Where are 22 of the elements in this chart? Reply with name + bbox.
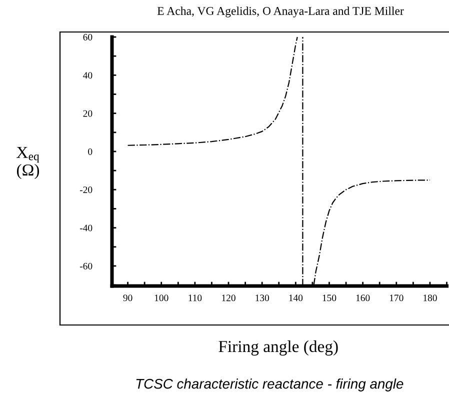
x-tick-label: 100 (154, 294, 168, 302)
x-tick-label: 140 (289, 294, 303, 302)
y-tick-label: 0 (88, 148, 92, 155)
y-tick-label: 40 (83, 72, 92, 79)
text: TCSC characteristic reactance - firing angle (136, 378, 404, 392)
x-tick-label: 160 (356, 294, 370, 302)
y-tick-label: -60 (80, 262, 92, 270)
x-axis-title: Firing angle (deg) (218, 340, 338, 356)
y-axis-title: X$_{eq}$ (Ω) (16, 146, 40, 180)
x-tick-label: 150 (322, 294, 336, 302)
x-tick-label: 170 (390, 294, 404, 302)
chart-title: E Acha, VG Agelidis, O Anaya-Lara and TJE Miller (157, 6, 404, 18)
y-tick-label: 20 (83, 110, 92, 117)
x-tick-label: 110 (188, 294, 202, 302)
y-tick-label: -40 (80, 224, 92, 232)
x-tick-label: 90 (123, 294, 132, 302)
y-tick-label: 60 (83, 34, 92, 40)
line-series (127, 37, 298, 146)
x-tick-label: 130 (256, 294, 270, 302)
y-tick-label: -20 (80, 186, 92, 194)
x-tick-label: 120 (222, 294, 236, 302)
x-tick-label: 180 (424, 294, 437, 302)
